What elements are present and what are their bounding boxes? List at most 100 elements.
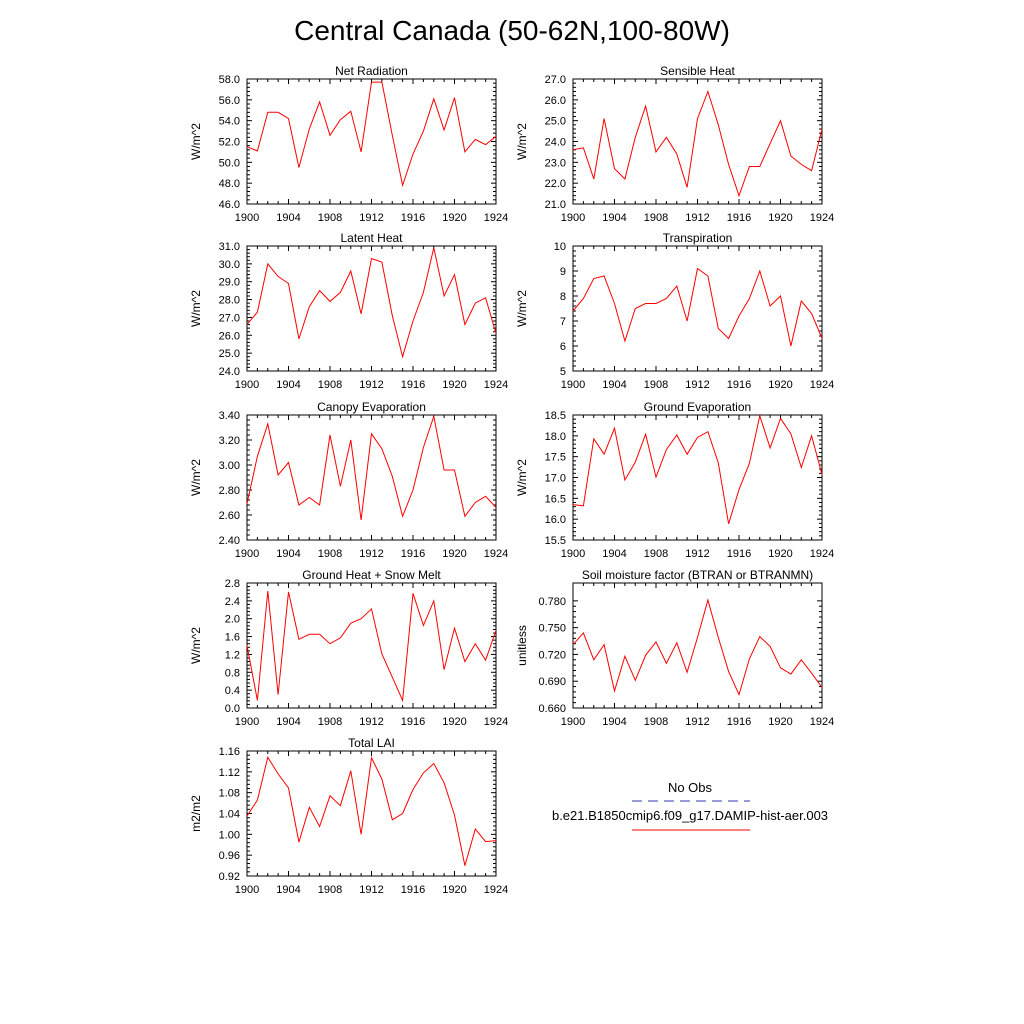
series-line (572, 89, 823, 198)
y-tick-label: 0.92 (219, 871, 240, 883)
x-tick-label: 1924 (810, 548, 834, 560)
x-tick-label: 1904 (602, 379, 626, 391)
x-tick-label: 1904 (602, 716, 626, 728)
x-tick-label: 1908 (318, 379, 342, 391)
x-tick-label: 1904 (276, 548, 300, 560)
y-tick-label: 2.80 (219, 485, 240, 497)
y-tick-label: 2.40 (219, 535, 240, 547)
legend-label-run: b.e21.B1850cmip6.f09_g17.DAMIP-hist-aer.… (552, 808, 828, 823)
y-axis-label: W/m^2 (515, 123, 529, 160)
plot-frame (572, 414, 823, 541)
y-tick-label: 1.12 (219, 767, 240, 779)
series-line (572, 267, 823, 347)
x-tick-label: 1904 (276, 379, 300, 391)
x-tick-label: 1916 (727, 212, 751, 224)
y-tick-label: 2.4 (225, 596, 240, 608)
panel-sensible-heat: Sensible Heat W/m^2 1900 1904 1908 1912 1916 19… (515, 64, 834, 224)
y-tick-label: 29.0 (219, 277, 240, 289)
x-tick-label: 1904 (276, 884, 300, 896)
y-tick-label: 46.0 (219, 199, 240, 211)
series-line (572, 413, 823, 524)
x-tick-label: 1920 (442, 548, 466, 560)
legend: No Obs b.e21.B1850cmip6.f09_g17.DAMIP-hi… (552, 780, 828, 831)
series-line (246, 81, 497, 188)
panel-ground-heat-snow-melt: Ground Heat + Snow Melt W/m^2 1900 1904 1908… (189, 568, 508, 728)
x-tick-label: 1900 (561, 548, 585, 560)
legend-label-no-obs: No Obs (668, 780, 713, 795)
y-tick-label: 0.4 (225, 685, 240, 697)
plot-frame (246, 245, 497, 372)
panel-latent-heat: Latent Heat W/m^2 1900 1904 1908 1912 1916 1920… (189, 231, 508, 391)
y-tick-label: 16.0 (545, 514, 566, 526)
y-tick-label: 1.16 (219, 746, 240, 758)
x-tick-label: 1916 (727, 716, 751, 728)
y-tick-label: 0.96 (219, 850, 240, 862)
panel-title: Sensible Heat (660, 64, 735, 78)
x-tick-label: 1920 (442, 716, 466, 728)
x-tick-label: 1924 (484, 379, 508, 391)
y-tick-label: 18.5 (545, 410, 566, 422)
panel-title: Soil moisture factor (BTRAN or BTRANMN) (582, 568, 813, 582)
series-line (246, 414, 497, 521)
x-tick-label: 1924 (484, 212, 508, 224)
x-tick-label: 1904 (602, 548, 626, 560)
y-tick-label: 18.0 (545, 431, 566, 443)
x-tick-label: 1924 (810, 212, 834, 224)
x-tick-label: 1916 (401, 379, 425, 391)
y-tick-label: 1.08 (219, 788, 240, 800)
x-tick-label: 1908 (644, 548, 668, 560)
x-tick-label: 1920 (442, 212, 466, 224)
y-tick-label: 1.00 (219, 829, 240, 841)
y-tick-label: 10 (554, 241, 566, 253)
x-tick-label: 1924 (810, 716, 834, 728)
y-tick-label: 3.40 (219, 410, 240, 422)
y-tick-label: 23.0 (545, 157, 566, 169)
y-tick-label: 24.0 (219, 366, 240, 378)
y-tick-label: 58.0 (219, 74, 240, 86)
panel-title: Net Radiation (335, 64, 408, 78)
y-tick-label: 22.0 (545, 178, 566, 190)
x-tick-label: 1900 (235, 716, 259, 728)
x-tick-label: 1908 (644, 379, 668, 391)
y-tick-label: 0.690 (538, 676, 566, 688)
y-tick-label: 0.8 (225, 667, 240, 679)
panel-title: Latent Heat (340, 231, 403, 245)
series-line (246, 247, 497, 359)
x-tick-label: 1900 (561, 379, 585, 391)
x-tick-label: 1920 (768, 212, 792, 224)
panel-total-lai: Total LAI m2/m2 1900 1904 1908 1912 1916 1920 19… (189, 736, 508, 896)
x-tick-label: 1900 (561, 212, 585, 224)
y-tick-label: 50.0 (219, 157, 240, 169)
y-tick-label: 0.720 (538, 649, 566, 661)
x-tick-label: 1912 (685, 716, 709, 728)
y-tick-label: 26.0 (545, 95, 566, 107)
panel-title: Canopy Evaporation (317, 400, 426, 414)
series-line (246, 590, 497, 703)
x-tick-label: 1900 (235, 212, 259, 224)
y-tick-label: 16.5 (545, 493, 566, 505)
y-axis-label: W/m^2 (515, 459, 529, 496)
y-tick-label: 6 (560, 341, 566, 353)
panel-soil-moisture-factor-btran-or-btranmn: Soil moisture factor (BTRAN or BTRANMN) u… (515, 568, 834, 728)
y-tick-label: 0.780 (538, 596, 566, 608)
x-tick-label: 1912 (685, 379, 709, 391)
x-tick-label: 1900 (235, 379, 259, 391)
plot-frame (572, 245, 823, 372)
panel-title: Ground Evaporation (644, 400, 751, 414)
y-tick-label: 8 (560, 291, 566, 303)
y-tick-label: 48.0 (219, 178, 240, 190)
x-tick-label: 1920 (768, 548, 792, 560)
x-tick-label: 1904 (276, 716, 300, 728)
x-tick-label: 1900 (235, 884, 259, 896)
x-tick-label: 1916 (727, 548, 751, 560)
x-tick-label: 1924 (484, 548, 508, 560)
x-tick-label: 1920 (442, 379, 466, 391)
y-axis-label: m2/m2 (189, 795, 203, 832)
x-tick-label: 1920 (442, 884, 466, 896)
plot-frame (246, 582, 497, 709)
x-tick-label: 1900 (561, 716, 585, 728)
x-tick-label: 1904 (602, 212, 626, 224)
y-tick-label: 28.0 (219, 295, 240, 307)
x-tick-label: 1924 (484, 884, 508, 896)
